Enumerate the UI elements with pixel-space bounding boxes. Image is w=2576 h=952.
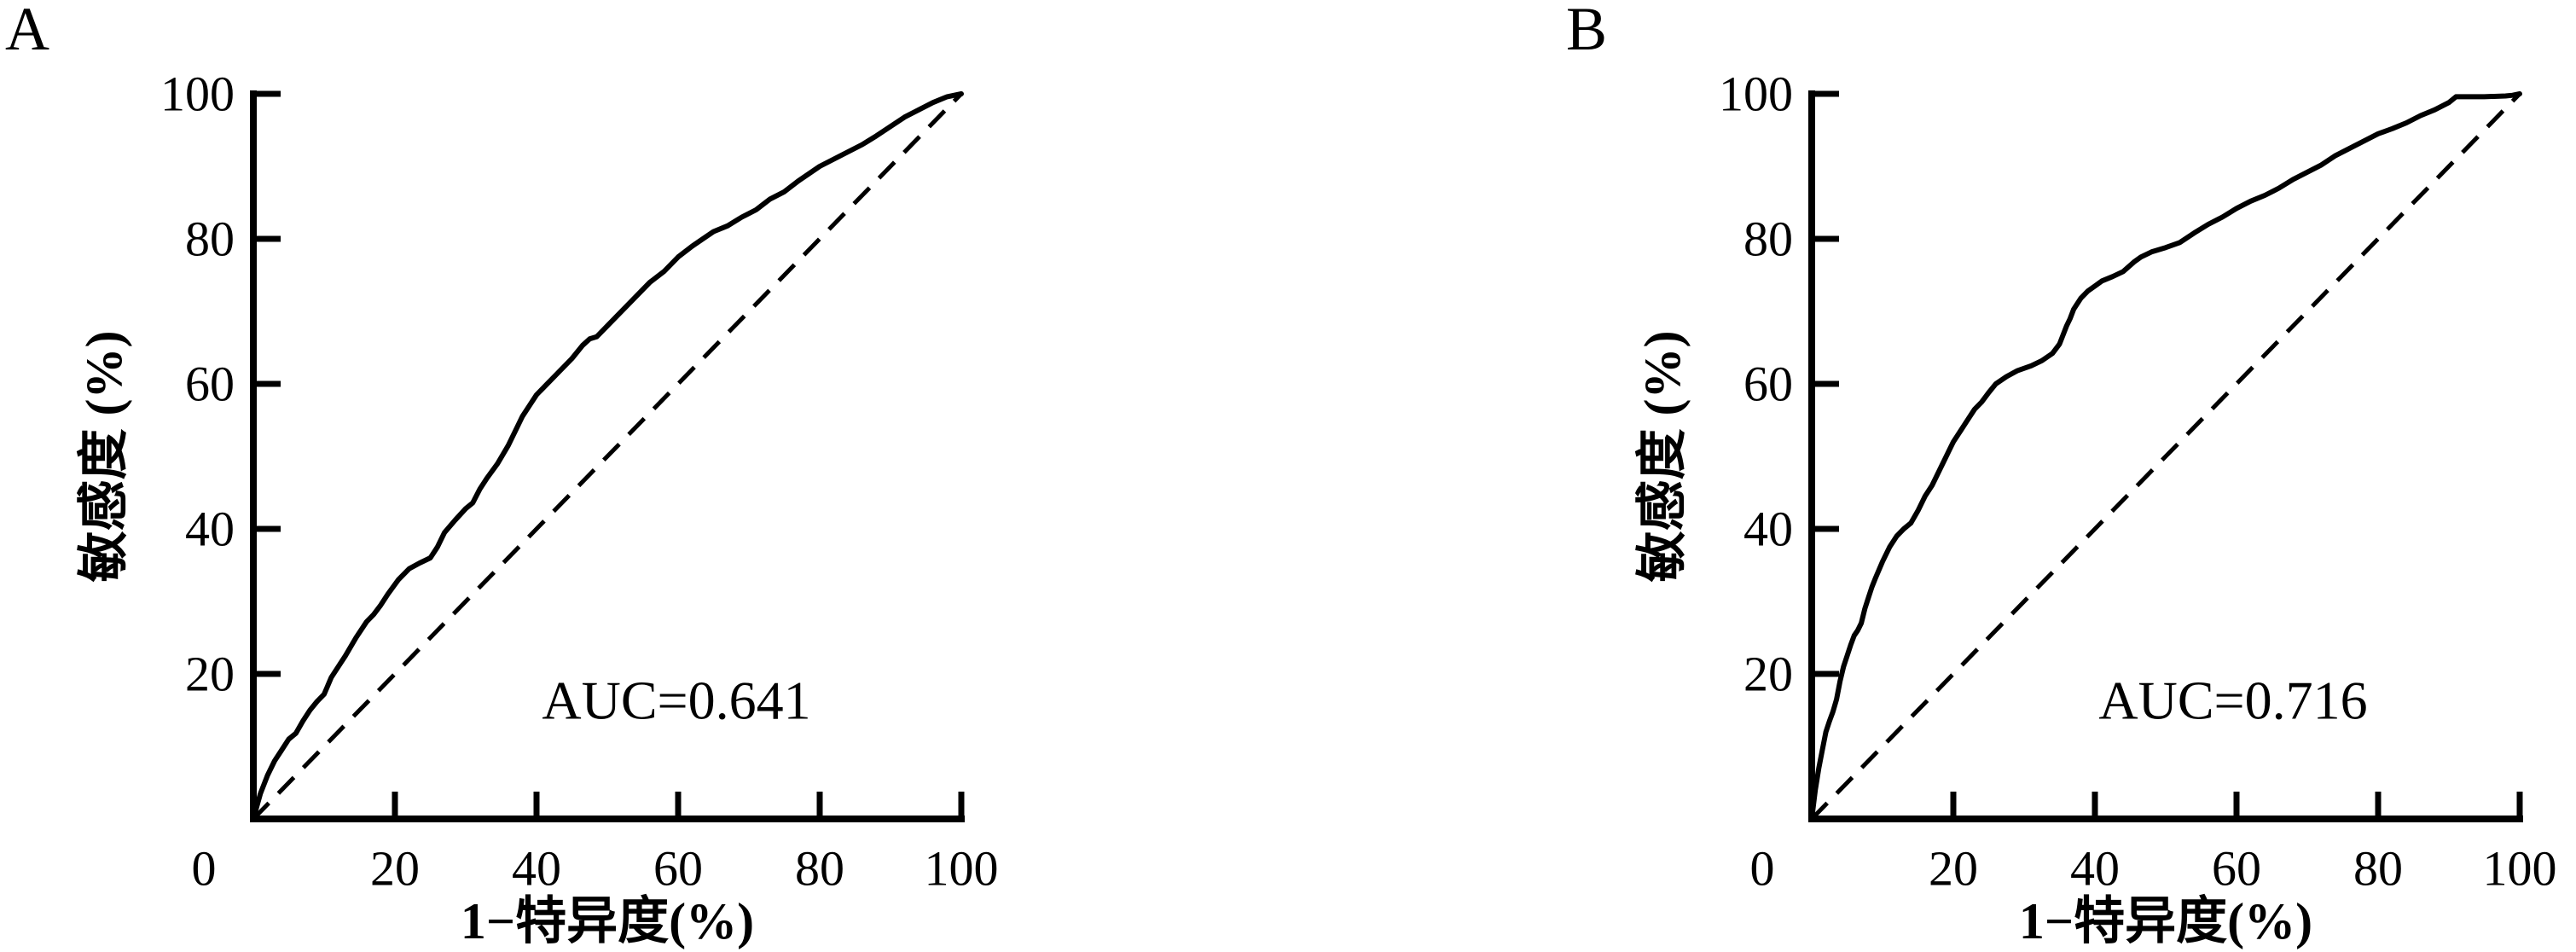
y-tick-label: 20 — [1743, 647, 1793, 702]
y-tick-label: 20 — [185, 647, 235, 702]
y-tick-label: 80 — [185, 212, 235, 267]
panel-b-auc-annotation: AUC=0.716 — [2098, 670, 2367, 731]
x-tick-label: 60 — [653, 841, 703, 897]
panel-b-plot-area: 0 20 40 60 80 100 20 40 60 80 100 — [1719, 67, 2557, 897]
y-tick-label: 40 — [1743, 502, 1793, 557]
y-tick-label: 60 — [185, 357, 235, 412]
panel-a-auc-annotation: AUC=0.641 — [542, 670, 810, 731]
panel-a-y-axis-title: 敏感度 (%) — [76, 331, 132, 583]
panel-a-plot-area: 0 20 40 60 80 100 20 40 60 80 100 — [160, 67, 999, 897]
x-tick-label: 80 — [795, 841, 844, 897]
panel-b-y-axis-title: 敏感度 (%) — [1634, 331, 1691, 583]
y-tick-label: 40 — [185, 502, 235, 557]
x-tick-label: 40 — [2070, 841, 2120, 897]
x-tick-label: 20 — [1929, 841, 1978, 897]
panel-a-letter: A — [5, 0, 49, 63]
x-tick-label: 40 — [512, 841, 561, 897]
panel-a: A 敏感度 (%) 1−特异度(%) AUC=0.641 0 20 40 60 80 10… — [5, 0, 999, 949]
x-tick-label: 100 — [2483, 841, 2557, 897]
x-tick-label: 20 — [370, 841, 420, 897]
panel-b-x-axis-title: 1−特异度(%) — [2019, 893, 2312, 949]
y-tick-label: 60 — [1743, 357, 1793, 412]
roc-curve-line — [1809, 91, 2522, 821]
x-tick-label: 0 — [192, 841, 217, 897]
x-tick-label: 0 — [1750, 841, 1775, 897]
x-tick-label: 100 — [925, 841, 999, 897]
y-tick-label: 100 — [160, 67, 235, 122]
y-tick-label: 80 — [1743, 212, 1793, 267]
panel-b: B 敏感度 (%) 1−特异度(%) AUC=0.716 0 20 40 60 80 10… — [1566, 0, 2557, 949]
chance-diagonal-line — [252, 92, 963, 821]
x-tick-label: 80 — [2353, 841, 2403, 897]
y-tick-label: 100 — [1719, 67, 1793, 122]
panel-a-x-axis-title: 1−特异度(%) — [461, 893, 754, 949]
panel-b-letter: B — [1566, 0, 1607, 63]
x-tick-label: 60 — [2212, 841, 2261, 897]
roc-curve-line — [251, 91, 964, 821]
chance-diagonal-line — [1810, 92, 2521, 821]
